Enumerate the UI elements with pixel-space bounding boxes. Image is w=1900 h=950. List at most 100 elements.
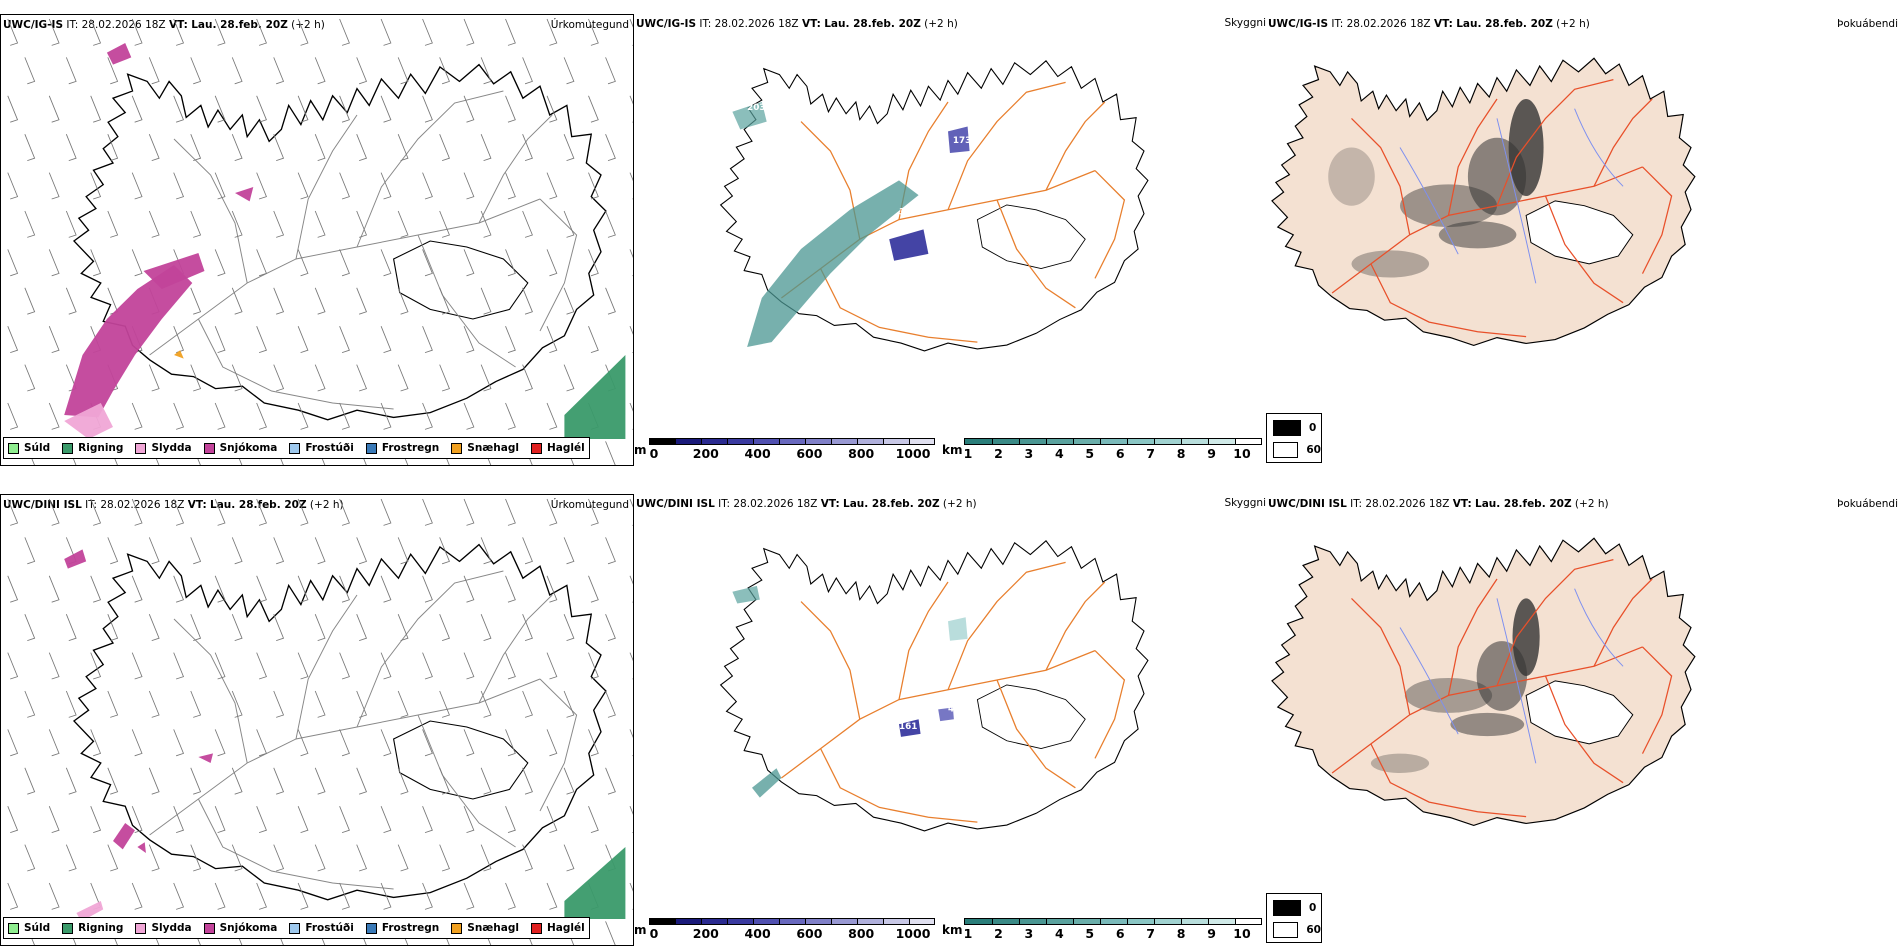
map-layer xyxy=(1271,57,1696,346)
legend-swatch xyxy=(135,922,147,934)
wind-barb xyxy=(24,614,36,641)
road xyxy=(149,198,541,356)
wind-barb xyxy=(131,806,143,833)
wind-barb xyxy=(546,882,558,910)
legend-swatch xyxy=(530,922,542,934)
cloud-area xyxy=(732,585,760,604)
colorbar-segment xyxy=(1072,918,1100,925)
legend-swatch xyxy=(8,442,19,454)
wind-barb xyxy=(48,402,60,430)
wind-barb xyxy=(231,690,243,718)
wind-barb xyxy=(214,249,226,277)
wind-barb xyxy=(339,806,350,833)
wind-barb xyxy=(629,575,633,603)
wind-barb xyxy=(7,498,19,526)
colorbar-tick: 400 xyxy=(744,926,771,941)
fog-patch xyxy=(1351,250,1430,278)
wind-barb xyxy=(422,806,433,833)
wind-barb xyxy=(48,498,60,526)
cloudbase-colorbar: m 0 200 400 600 800 1000 xyxy=(634,437,939,467)
wind-barb xyxy=(48,95,60,123)
wind-barb xyxy=(173,652,185,680)
vt-value: Lau. 28.feb. 20Z xyxy=(210,499,307,511)
wind-barb xyxy=(546,498,558,526)
vt-label: VT: xyxy=(187,499,207,511)
wind-barb xyxy=(190,210,202,238)
wind-barb xyxy=(439,844,450,872)
map-header: UWC/IG-IS IT: 28.02.2026 18Z VT: Lau. 28… xyxy=(636,18,958,30)
colorbar-segment xyxy=(1154,438,1182,445)
road xyxy=(295,594,358,740)
wind-barb xyxy=(563,614,575,641)
cloudbase-visibility-panel-top: UWC/IG-IS IT: 28.02.2026 18Z VT: Lau. 28… xyxy=(634,14,1266,466)
wind-barb xyxy=(107,844,119,872)
fog-legend-label: 0 xyxy=(1309,422,1317,434)
wind-barb xyxy=(107,210,119,238)
wind-barb xyxy=(563,537,575,565)
wind-barb xyxy=(339,95,350,123)
it-value: 28.02.2026 18Z xyxy=(1346,18,1431,30)
wind-barb xyxy=(231,364,243,392)
colorbar-tick: 4 xyxy=(1054,926,1064,941)
road xyxy=(947,561,1066,691)
fog-legend-row: 60 xyxy=(1273,922,1321,938)
legend-item: Haglél xyxy=(530,442,585,454)
colorbar-tick: 8 xyxy=(1176,446,1186,461)
wind-barb xyxy=(190,614,202,641)
it-label: IT: xyxy=(85,499,98,511)
wind-barb xyxy=(605,134,616,161)
wind-barb xyxy=(131,498,143,526)
wind-barb xyxy=(463,326,475,353)
wind-barb xyxy=(546,652,558,680)
colorbar-segment xyxy=(700,918,727,925)
point-label: 175 xyxy=(806,781,824,791)
wind-barb xyxy=(380,249,392,277)
it-label: IT: xyxy=(718,498,731,510)
wind-barb xyxy=(48,652,60,680)
legend-label: Frostúði xyxy=(305,922,354,934)
colorbar-unit: m xyxy=(634,923,647,937)
wind-barb xyxy=(190,134,202,161)
wind-barb xyxy=(214,402,226,430)
colorbar-tick: 1000 xyxy=(895,926,931,941)
road xyxy=(539,678,578,812)
colorbar-segment xyxy=(752,438,779,445)
legend-label: Frostregn xyxy=(381,922,440,934)
wind-barb xyxy=(65,844,77,872)
wind-barb xyxy=(148,57,160,85)
model-name: UWC/IG-IS xyxy=(636,18,697,30)
wind-barb xyxy=(356,614,368,641)
precip-title: Úrkomutegund xyxy=(550,19,629,31)
wind-barb xyxy=(214,172,226,200)
wind-barb xyxy=(173,729,185,757)
colorbar-tick: 1 xyxy=(963,446,973,461)
wind-barb xyxy=(7,882,19,910)
road xyxy=(1094,650,1126,759)
colorbar-unit: m xyxy=(634,443,647,457)
wind-barb xyxy=(480,537,492,565)
wind-barb xyxy=(173,575,185,603)
legend-label: Súld xyxy=(24,442,51,454)
point-label: 161 xyxy=(899,722,917,732)
wind-barb xyxy=(107,537,119,565)
road xyxy=(356,90,504,248)
road xyxy=(1447,578,1498,696)
wind-barb xyxy=(522,537,533,565)
wind-barb xyxy=(439,767,450,795)
road xyxy=(996,679,1076,789)
wind-barb xyxy=(339,729,350,757)
wind-barb xyxy=(629,172,633,200)
colorbar-tick: 800 xyxy=(848,446,875,461)
wind-barb xyxy=(24,287,36,315)
wind-barb xyxy=(297,95,309,123)
fog-legend-row: 0 xyxy=(1273,420,1321,436)
colorbar-tick: 200 xyxy=(692,926,719,941)
wind-barb xyxy=(588,249,599,277)
wind-barb xyxy=(339,249,350,277)
wind-barb xyxy=(629,806,633,833)
wind-barb xyxy=(7,729,19,757)
visibility-colorbar: km 1 2 3 4 5 6 7 8 9 10 xyxy=(942,437,1264,467)
road xyxy=(173,618,248,764)
wind-barb xyxy=(629,18,633,46)
it-value: 28.02.2026 18Z xyxy=(1365,498,1450,510)
